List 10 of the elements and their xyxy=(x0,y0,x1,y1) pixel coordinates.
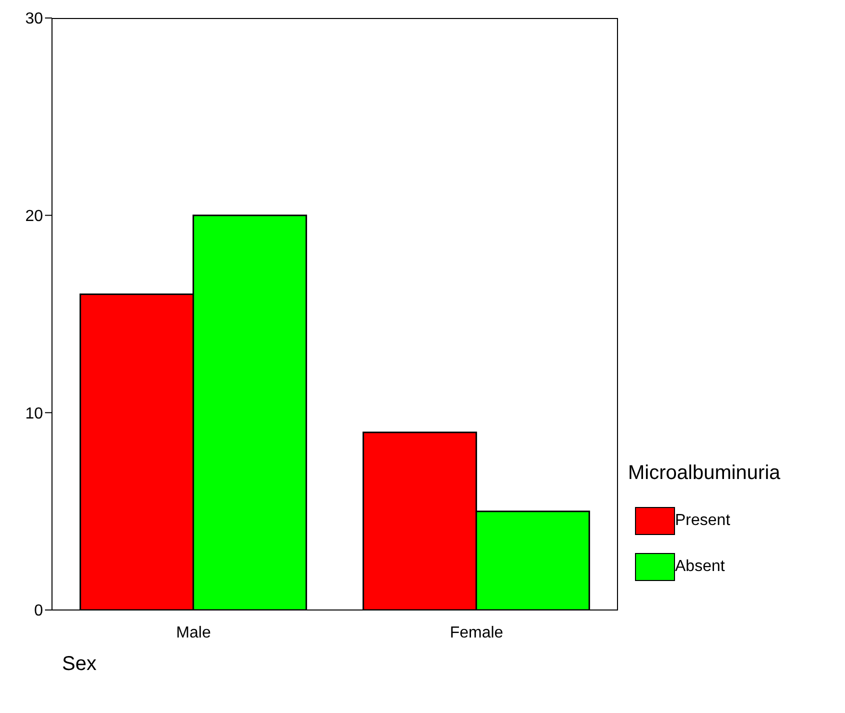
y-tick-label: 30 xyxy=(25,10,44,28)
x-axis-title: Sex xyxy=(62,653,96,675)
legend-label: Absent xyxy=(675,558,725,576)
legend-title: Microalbuminuria xyxy=(628,462,782,485)
legend-label: Present xyxy=(675,512,730,530)
y-tick-label: 20 xyxy=(25,208,44,226)
x-tick-label: Female xyxy=(450,624,504,642)
y-tick-label: 10 xyxy=(25,405,44,422)
x-tick-label: Male xyxy=(176,624,211,642)
y-tick-label: 0 xyxy=(34,602,44,620)
